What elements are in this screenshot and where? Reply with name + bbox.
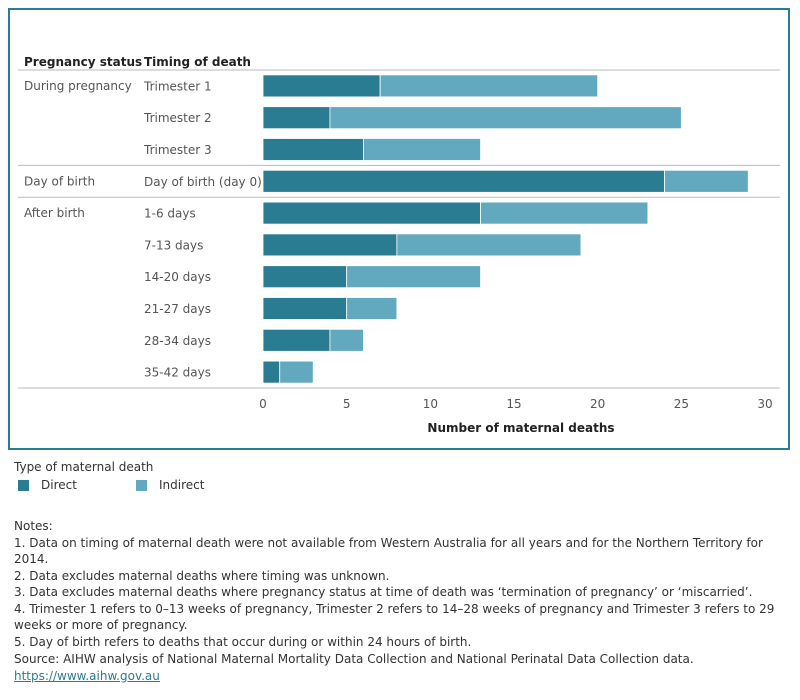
bar-direct-21-27-days <box>262 297 348 320</box>
category-label: 1-6 days <box>144 207 196 221</box>
legend-item-indirect[interactable]: Indirect <box>132 478 250 492</box>
category-label: Trimester 2 <box>143 111 212 125</box>
legend-label-indirect: Indirect <box>159 478 205 492</box>
bar-direct-trimester-2 <box>262 106 331 130</box>
bar-indirect-trimester-2 <box>329 106 682 130</box>
chart-frame <box>8 8 790 450</box>
category-label: Trimester 3 <box>143 143 212 157</box>
x-tick-label: 10 <box>423 397 438 411</box>
bar-indirect-1-6-days <box>480 201 649 225</box>
header-pregnancy-status: Pregnancy status <box>24 55 142 69</box>
bar-indirect-trimester-3 <box>362 138 481 161</box>
bar-direct-28-34-days <box>262 328 331 352</box>
x-tick-label: 15 <box>506 397 521 411</box>
bar-direct-14-20-days <box>262 265 348 289</box>
x-tick-label: 30 <box>757 397 772 411</box>
note-3: 3. Data excludes maternal deaths where p… <box>14 585 753 599</box>
bar-direct-trimester-3 <box>262 138 364 161</box>
bar-direct-35-42-days <box>262 360 281 384</box>
note-1: 1. Data on timing of maternal death were… <box>14 535 763 567</box>
x-tick-label: 20 <box>590 397 605 411</box>
note-2: 2. Data excludes maternal deaths where t… <box>14 568 390 583</box>
x-tick-label: 0 <box>259 397 267 411</box>
legend-swatch-direct <box>18 479 29 491</box>
x-axis-title: Number of maternal deaths <box>427 421 614 435</box>
bar-indirect-7-13-days <box>396 233 582 257</box>
group-label: After birth <box>24 206 85 220</box>
legend-label-direct: Direct <box>41 478 77 492</box>
header-timing-of-death: Timing of death <box>144 55 251 69</box>
source: Source: AIHW analysis of National Matern… <box>14 651 694 684</box>
legend: Type of maternal death Direct Indirect <box>14 460 250 492</box>
legend-swatch-indirect <box>136 479 147 491</box>
x-tick-label: 5 <box>343 397 351 411</box>
note-4: 4. Trimester 1 refers to 0–13 weeks of p… <box>14 601 775 633</box>
bar-direct-1-6-days <box>262 201 481 225</box>
bar-indirect-day-of-birth-day-0- <box>664 169 749 193</box>
group-label: Day of birth <box>24 174 95 188</box>
bar-indirect-14-20-days <box>346 265 481 289</box>
bar-direct-trimester-1 <box>262 74 381 98</box>
category-label: 21-27 days <box>144 302 211 316</box>
note-5: 5. Day of birth refers to deaths that oc… <box>14 634 472 649</box>
bar-indirect-trimester-1 <box>379 74 599 98</box>
category-label: 7-13 days <box>144 238 203 252</box>
stacked-bar-chart: Pregnancy status Timing of death During pr… <box>18 55 780 435</box>
source-link[interactable]: https://www.aihw.gov.au <box>14 668 160 683</box>
category-label: 28-34 days <box>144 334 211 348</box>
notes: Notes: 1. Data on timing of maternal dea… <box>14 518 789 650</box>
category-label: 35-42 days <box>144 366 211 380</box>
bar-indirect-35-42-days <box>279 360 314 384</box>
category-label: Day of birth (day 0) <box>144 175 262 189</box>
notes-title: Notes: <box>14 519 53 533</box>
bar-direct-day-of-birth-day-0- <box>262 169 666 193</box>
bar-indirect-21-27-days <box>346 297 398 320</box>
bar-indirect-28-34-days <box>329 328 364 352</box>
x-tick-label: 25 <box>674 397 689 411</box>
bar-direct-7-13-days <box>262 233 398 257</box>
legend-item-direct[interactable]: Direct <box>14 478 132 492</box>
category-label: 14-20 days <box>144 270 211 284</box>
group-label: During pregnancy <box>24 79 132 93</box>
category-label: Trimester 1 <box>143 79 212 93</box>
legend-title: Type of maternal death <box>14 460 154 474</box>
source-text: Source: AIHW analysis of National Matern… <box>14 652 694 666</box>
